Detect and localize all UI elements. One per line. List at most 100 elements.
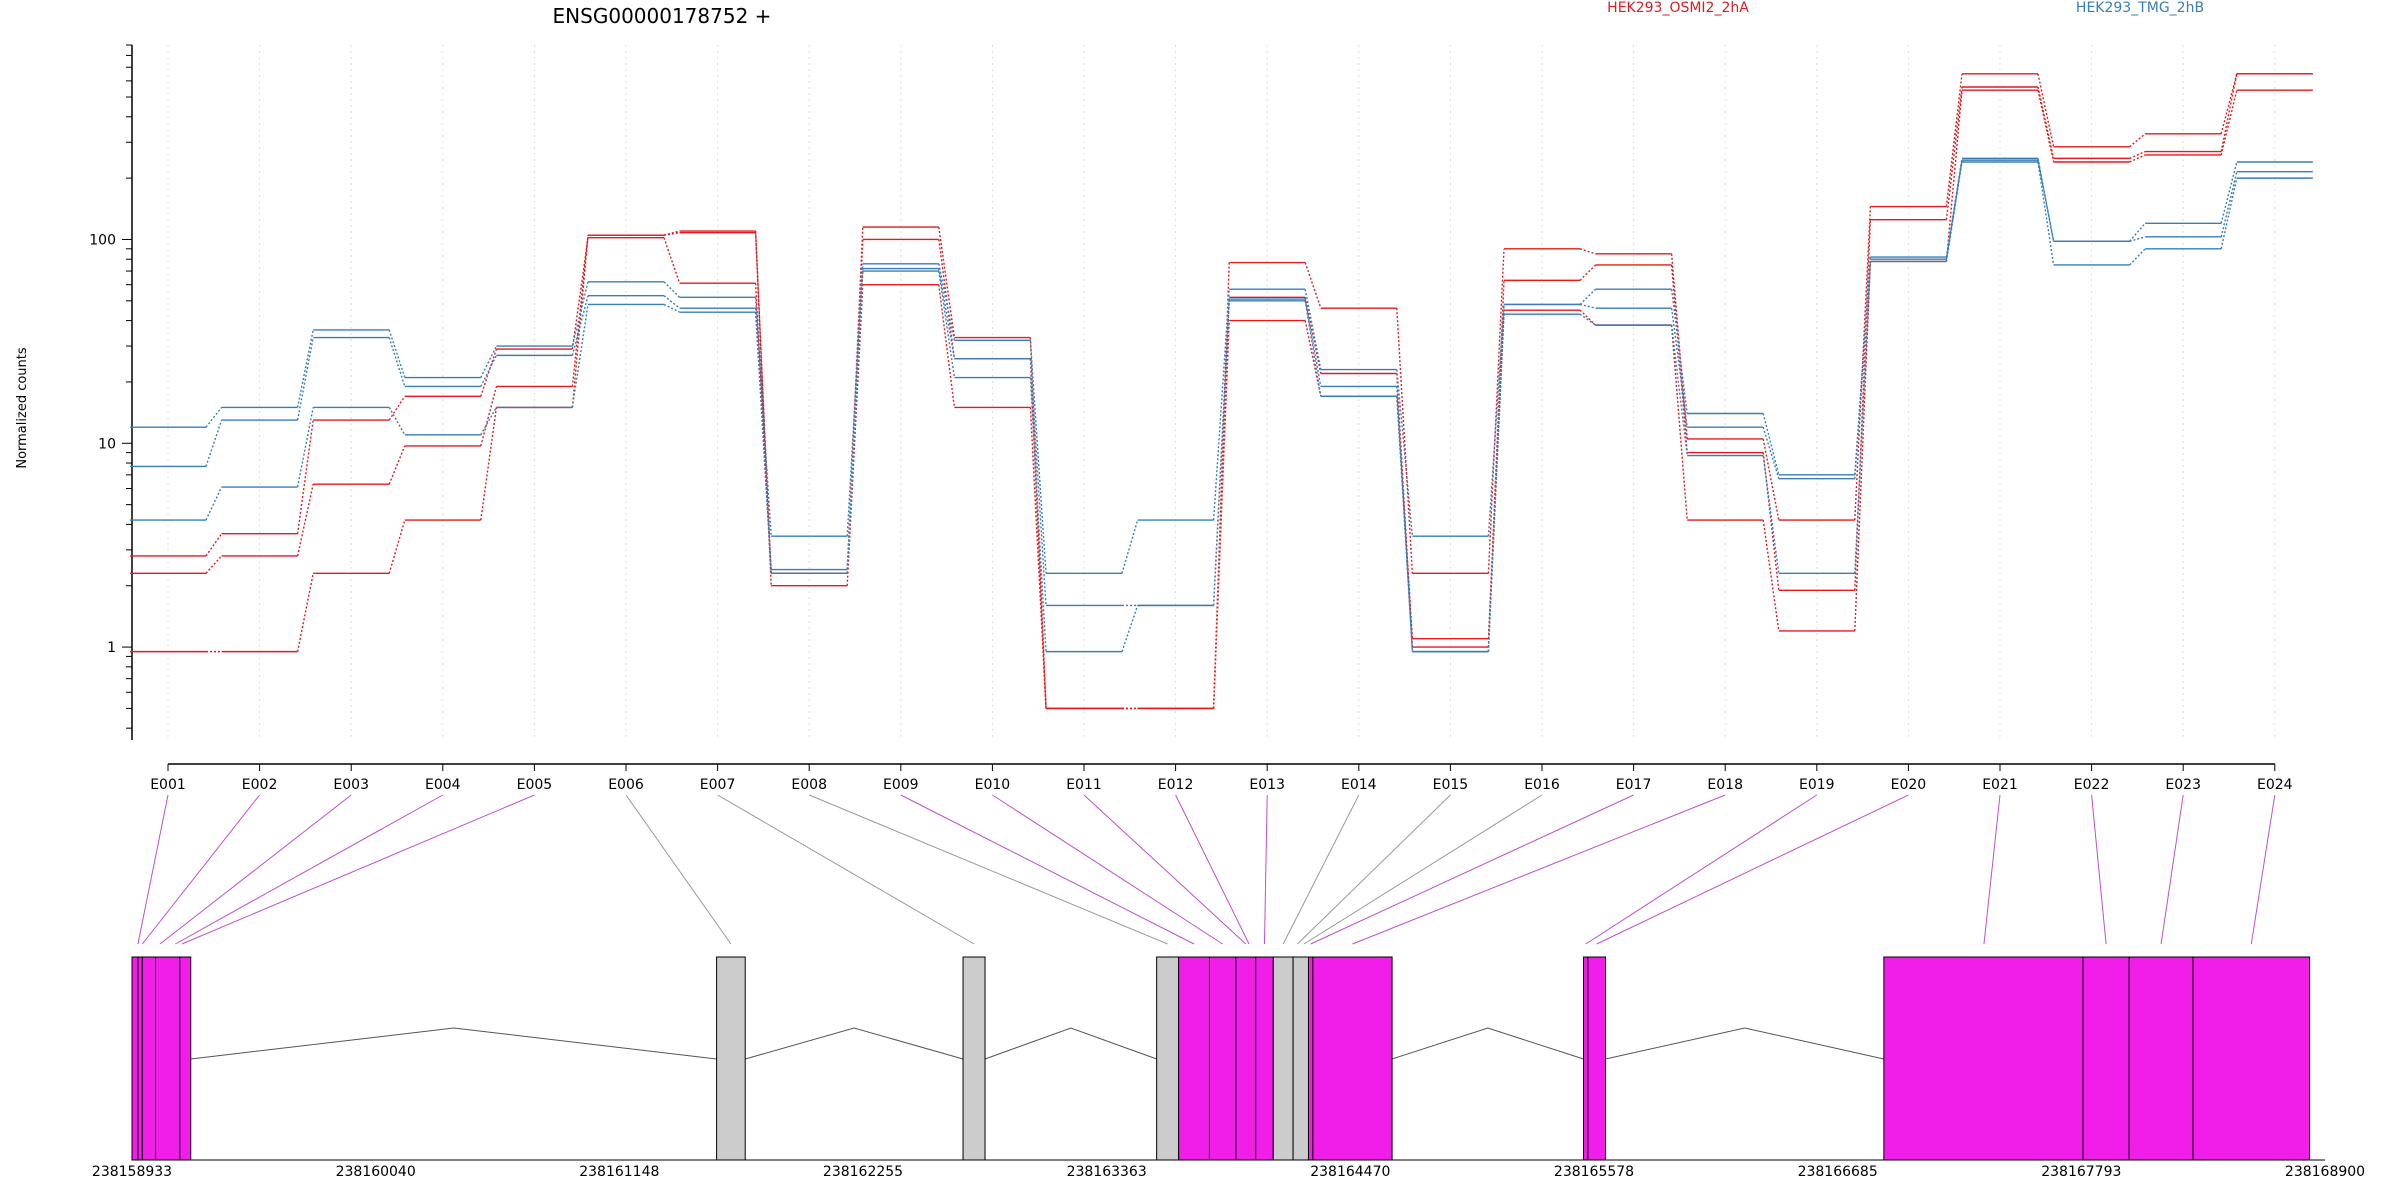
x-tick-label: E011 xyxy=(1066,777,1102,793)
data-transition xyxy=(1212,289,1230,521)
exon-block xyxy=(716,956,746,1161)
exon-connector xyxy=(1596,794,1909,945)
y-tick-label: 1 xyxy=(107,640,116,656)
data-transition xyxy=(2129,236,2146,242)
x-tick-label: E022 xyxy=(2074,777,2110,793)
intron-line xyxy=(745,1027,964,1060)
data-transition xyxy=(2220,73,2238,134)
x-tick-label: E018 xyxy=(1707,777,1743,793)
data-transition xyxy=(1029,358,1047,606)
data-transition xyxy=(480,407,498,436)
data-transition xyxy=(296,419,314,534)
chart-title: ENSG00000178752 + xyxy=(553,4,772,28)
y-tick-label: 10 xyxy=(98,436,116,452)
gene-model: 238158933 238160040 238161148 238162255 2381… xyxy=(92,794,2365,1180)
data-transition xyxy=(205,555,223,574)
data-transition xyxy=(1579,264,1597,281)
data-transition xyxy=(1945,160,1963,260)
x-tick-label: E003 xyxy=(333,777,369,793)
data-transition xyxy=(663,303,680,313)
data-transition xyxy=(1762,426,1780,479)
data-transition xyxy=(480,355,498,387)
data-transition xyxy=(571,235,589,408)
data-transition xyxy=(1670,264,1688,453)
data-transition xyxy=(2037,160,2055,242)
series-2 xyxy=(130,73,2313,710)
data-transition xyxy=(1854,261,1872,574)
data-transition xyxy=(296,573,314,652)
data-transition xyxy=(1762,452,1780,591)
data-transition xyxy=(1670,308,1688,428)
data-transition xyxy=(1579,303,1596,309)
data-transition xyxy=(2037,161,2055,266)
data-transition xyxy=(2129,154,2146,163)
data-transition xyxy=(571,295,589,356)
data-transition xyxy=(388,445,406,485)
data-transition xyxy=(938,263,956,341)
data-transition xyxy=(1304,320,1322,397)
exon-block xyxy=(1255,956,1274,1161)
coordinate-label: 238162255 xyxy=(823,1164,903,1180)
data-transition xyxy=(1854,256,1872,475)
data-transition xyxy=(1670,325,1688,521)
x-tick-label: E004 xyxy=(425,777,461,793)
x-tick-label: E002 xyxy=(242,777,278,793)
data-transition xyxy=(1579,248,1596,255)
data-transition xyxy=(663,230,680,236)
grid-lines xyxy=(167,45,2276,740)
data-transition xyxy=(388,329,406,378)
data-transition xyxy=(296,484,314,557)
x-tick-label: E007 xyxy=(700,777,736,793)
exon-connector xyxy=(1352,794,1726,945)
data-transition xyxy=(205,419,223,467)
data-transition xyxy=(1396,396,1414,652)
exon-connector xyxy=(2250,794,2276,945)
data-transition xyxy=(1304,298,1322,387)
data-transition xyxy=(205,533,223,557)
x-tick-label: E016 xyxy=(1524,777,1560,793)
data-transition xyxy=(1854,206,1872,521)
data-transition xyxy=(205,406,223,428)
y-axis-label: Normalized counts xyxy=(15,347,30,469)
x-tick-label: E005 xyxy=(517,777,553,793)
exon-block xyxy=(1292,956,1309,1161)
data-transition xyxy=(663,281,681,298)
data-transition xyxy=(1396,308,1414,574)
x-tick-label: E024 xyxy=(2257,777,2293,793)
data-transition xyxy=(480,386,498,447)
data-transition xyxy=(2220,73,2238,152)
data-transition xyxy=(1762,438,1780,521)
data-transition xyxy=(1212,320,1230,709)
exon-connector xyxy=(900,794,1195,945)
exon-connector xyxy=(1585,794,1818,945)
exon-connector xyxy=(1303,794,1543,945)
data-transition xyxy=(1762,413,1780,476)
data-transition xyxy=(2129,150,2146,160)
data-transition xyxy=(388,337,406,387)
x-tick-label: E015 xyxy=(1433,777,1469,793)
data-transition xyxy=(2220,171,2238,238)
series-lines xyxy=(130,73,2313,710)
x-tick-label: E017 xyxy=(1616,777,1652,793)
data-transition xyxy=(571,237,589,350)
exon-connector xyxy=(809,794,1168,945)
exon-connector xyxy=(1310,794,1634,945)
data-transition xyxy=(1762,519,1780,632)
data-transition xyxy=(2129,248,2146,266)
exon-block xyxy=(962,956,986,1161)
data-transition xyxy=(1304,297,1322,374)
intron-line xyxy=(1391,1027,1584,1060)
data-transition xyxy=(1029,340,1047,574)
data-transition xyxy=(1670,289,1688,414)
data-transition xyxy=(571,235,589,387)
data-transition xyxy=(938,268,956,359)
x-tick-label: E001 xyxy=(150,777,186,793)
data-transition xyxy=(1579,309,1597,326)
legend-entry-tmg: HEK293_TMG_2hB xyxy=(2076,0,2204,16)
data-transition xyxy=(2220,90,2238,156)
exon-block xyxy=(1235,956,1257,1161)
data-transition xyxy=(1579,313,1597,326)
data-transition xyxy=(1670,325,1688,456)
exon-connector xyxy=(1083,794,1247,945)
exon-connector xyxy=(181,794,535,945)
